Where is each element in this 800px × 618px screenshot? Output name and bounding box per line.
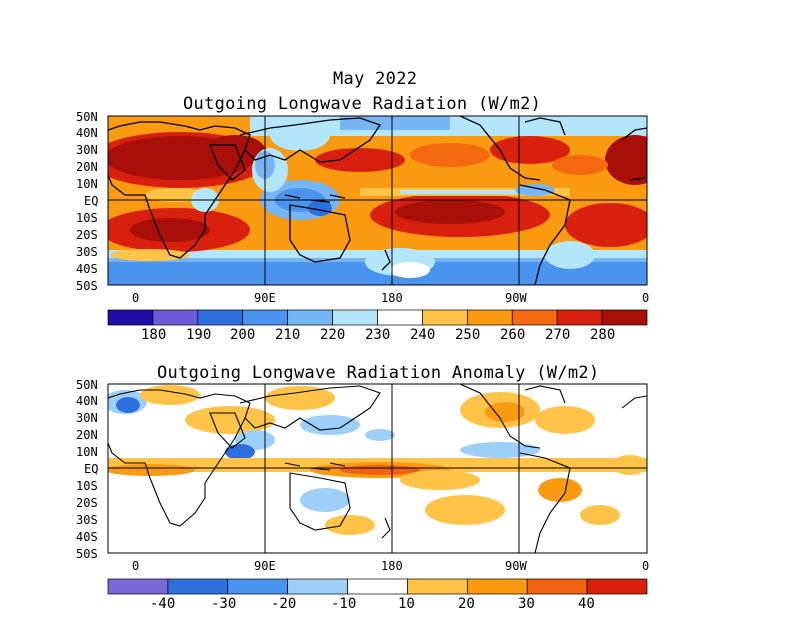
colorbar-swatch: [347, 578, 408, 595]
top-colorbar-label: 240: [410, 327, 436, 343]
top-lat-label: 30S: [76, 245, 98, 259]
bottom-colorbar-label: -30: [211, 596, 237, 612]
colorbar-swatch: [586, 578, 648, 595]
bottom-continents: [108, 384, 647, 553]
bottom-lon-label: 0: [642, 559, 650, 573]
bottom-lat-label: EQ: [84, 462, 99, 476]
colorbar-swatch: [287, 309, 333, 326]
bottom-lat-label: 20N: [76, 428, 98, 442]
colorbar-swatch: [601, 309, 648, 326]
bottom-colorbar-label: 20: [458, 596, 475, 612]
bottom-colorbar-label: 10: [398, 596, 415, 612]
top-lat-label: 20N: [76, 160, 98, 174]
bottom-colorbar-label: -10: [331, 596, 357, 612]
colorbar-swatch: [466, 578, 528, 595]
bottom-colorbar-label: -20: [271, 596, 297, 612]
top-colorbar-label: 230: [365, 327, 391, 343]
colorbar-swatch: [511, 309, 558, 326]
bottom-colorbar-label: -40: [150, 596, 176, 612]
colorbar-swatch: [227, 578, 289, 595]
bottom-lat-label: 30S: [76, 513, 98, 527]
colorbar-swatch: [107, 578, 169, 595]
top-colorbar: [107, 309, 648, 326]
bottom-lat-label: 40N: [76, 394, 98, 408]
bottom-lon-label: 0: [132, 559, 140, 573]
colorbar-swatch: [197, 309, 244, 326]
colorbar-swatch: [242, 309, 289, 326]
top-colorbar-label: 280: [590, 327, 616, 343]
colorbar-swatch: [152, 309, 199, 326]
top-gridlines: [107, 115, 648, 286]
top-lon-label: 0: [642, 291, 650, 305]
bottom-lon-label: 180: [381, 559, 403, 573]
top-colorbar-label: 260: [500, 327, 526, 343]
bottom-lat-label: 40S: [76, 530, 98, 544]
top-continents: [108, 116, 647, 285]
top-lat-label: EQ: [84, 194, 99, 208]
top-colorbar-label: 190: [186, 327, 212, 343]
month-title: May 2022: [333, 69, 418, 89]
top-lon-label: 90E: [254, 291, 276, 305]
top-lat-label: 40S: [76, 262, 98, 276]
bottom-map-title: Outgoing Longwave Radiation Anomaly (W/m…: [157, 363, 600, 383]
bottom-colorbar-label: 40: [578, 596, 595, 612]
colorbar-swatch: [556, 309, 603, 326]
top-colorbar-label: 250: [455, 327, 481, 343]
top-map-title: Outgoing Longwave Radiation (W/m2): [183, 94, 542, 114]
top-lat-label: 50S: [76, 279, 98, 293]
top-lat-label: 30N: [76, 143, 98, 157]
colorbar-swatch: [167, 578, 229, 595]
top-colorbar-label: 180: [141, 327, 167, 343]
colorbar-swatch: [422, 309, 468, 326]
bottom-lat-label: 50S: [76, 547, 98, 561]
bottom-lat-label: 10N: [76, 445, 98, 459]
top-lon-label: 180: [381, 291, 403, 305]
top-lat-label: 20S: [76, 228, 98, 242]
bottom-lon-label: 90E: [254, 559, 276, 573]
top-lat-label: 50N: [76, 110, 98, 124]
top-lat-label: 40N: [76, 126, 98, 140]
top-colorbar-label: 270: [545, 327, 571, 343]
bottom-lat-label: 30N: [76, 411, 98, 425]
colorbar-swatch: [287, 578, 348, 595]
bottom-lat-label: 10S: [76, 479, 98, 493]
colorbar-swatch: [107, 309, 154, 326]
colorbar-swatch: [332, 309, 378, 326]
bottom-lat-label: 20S: [76, 496, 98, 510]
bottom-colorbar-label: 30: [518, 596, 535, 612]
top-colorbar-label: 220: [320, 327, 346, 343]
bottom-gridlines: [107, 383, 648, 554]
top-lon-label: 0: [132, 291, 140, 305]
bottom-lon-label: 90W: [505, 559, 527, 573]
colorbar-swatch: [526, 578, 588, 595]
colorbar-swatch: [466, 309, 513, 326]
colorbar-swatch: [377, 309, 423, 326]
top-lat-label: 10S: [76, 211, 98, 225]
top-colorbar-label: 210: [275, 327, 301, 343]
top-lon-label: 90W: [505, 291, 527, 305]
bottom-colorbar: [107, 578, 648, 595]
top-colorbar-label: 200: [230, 327, 256, 343]
top-lat-label: 10N: [76, 177, 98, 191]
bottom-lat-label: 50N: [76, 378, 98, 392]
colorbar-swatch: [407, 578, 468, 595]
